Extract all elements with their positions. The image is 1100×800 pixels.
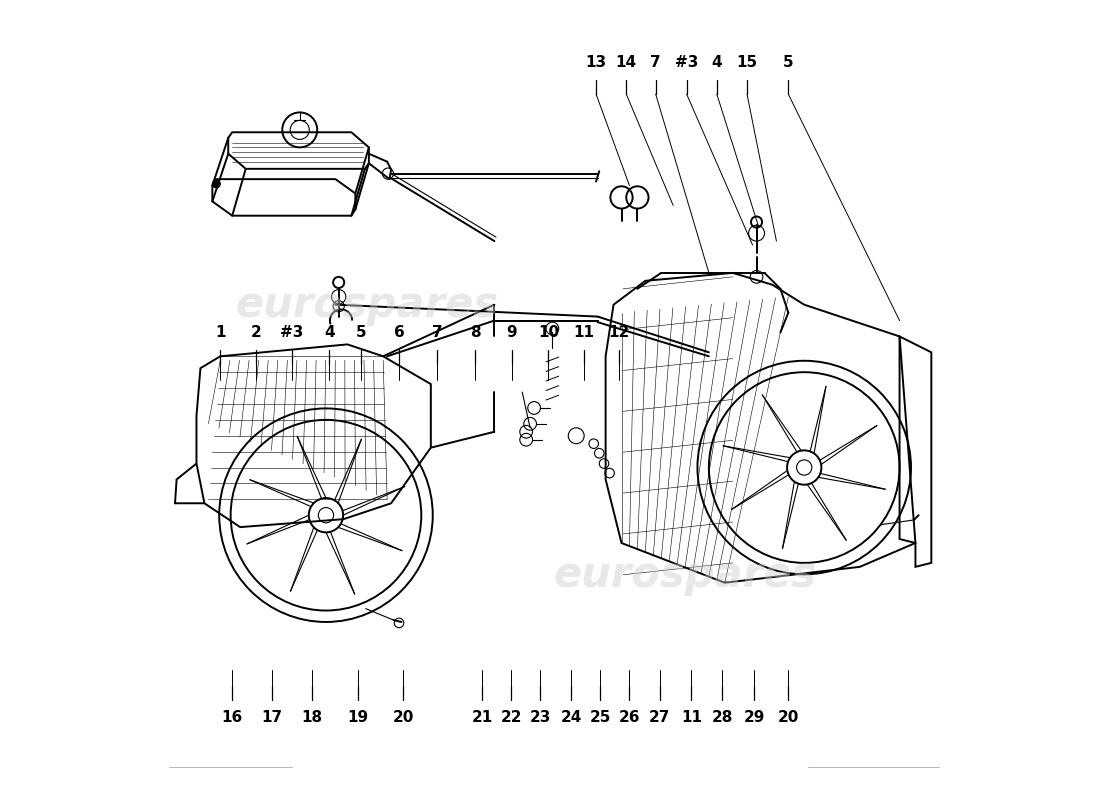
Text: 28: 28	[712, 710, 733, 726]
Text: eurospares: eurospares	[553, 554, 816, 596]
Text: 7: 7	[432, 325, 442, 340]
Text: 6: 6	[394, 325, 405, 340]
Circle shape	[212, 180, 220, 188]
Text: 7: 7	[650, 55, 661, 70]
Text: 2: 2	[251, 325, 262, 340]
Text: 9: 9	[507, 325, 517, 340]
Text: 12: 12	[608, 325, 629, 340]
Text: 23: 23	[530, 710, 551, 726]
Text: 22: 22	[500, 710, 521, 726]
Text: 14: 14	[616, 55, 637, 70]
Text: 4: 4	[712, 55, 722, 70]
Text: 27: 27	[649, 710, 670, 726]
Text: 10: 10	[538, 325, 559, 340]
Text: 4: 4	[323, 325, 334, 340]
Text: #3: #3	[675, 55, 698, 70]
Text: 20: 20	[393, 710, 414, 726]
Text: 5: 5	[783, 55, 793, 70]
Text: 29: 29	[744, 710, 764, 726]
Text: 25: 25	[590, 710, 610, 726]
Text: #3: #3	[280, 325, 304, 340]
Text: 1: 1	[216, 325, 225, 340]
Text: 18: 18	[301, 710, 322, 726]
Text: 24: 24	[561, 710, 582, 726]
Text: 20: 20	[778, 710, 799, 726]
Text: 5: 5	[355, 325, 366, 340]
Text: 11: 11	[574, 325, 595, 340]
Text: 26: 26	[618, 710, 640, 726]
Text: 13: 13	[585, 55, 606, 70]
Text: 19: 19	[348, 710, 369, 726]
Text: 8: 8	[470, 325, 481, 340]
Text: 16: 16	[221, 710, 243, 726]
Text: eurospares: eurospares	[235, 284, 498, 326]
Text: 11: 11	[681, 710, 702, 726]
Text: 17: 17	[262, 710, 283, 726]
Text: 21: 21	[472, 710, 493, 726]
Text: 15: 15	[737, 55, 758, 70]
